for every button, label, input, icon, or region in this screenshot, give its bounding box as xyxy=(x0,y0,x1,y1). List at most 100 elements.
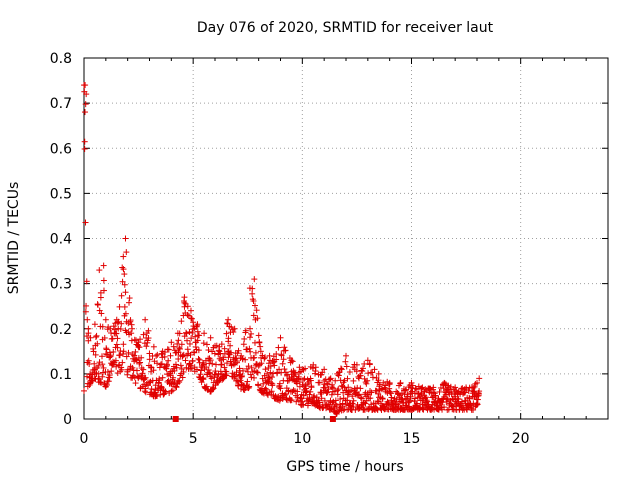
peak-point xyxy=(87,334,94,341)
x-tick-label: 10 xyxy=(293,431,311,447)
data-point xyxy=(114,335,121,342)
data-point xyxy=(345,391,352,398)
data-point xyxy=(319,369,326,376)
data-point xyxy=(120,266,127,273)
data-point xyxy=(114,319,121,326)
data-point xyxy=(316,379,323,386)
data-point xyxy=(427,385,434,392)
data-point xyxy=(223,330,230,337)
data-point xyxy=(376,381,383,388)
data-point xyxy=(423,397,430,404)
data-point xyxy=(301,375,308,382)
peak-point xyxy=(159,348,166,355)
data-point xyxy=(374,398,381,405)
data-point xyxy=(255,382,262,389)
data-point xyxy=(99,353,106,360)
data-point xyxy=(324,388,331,395)
data-point xyxy=(170,374,177,381)
data-point xyxy=(181,299,188,306)
data-point xyxy=(251,302,258,309)
data-point xyxy=(175,349,182,356)
data-point xyxy=(213,361,220,368)
data-point xyxy=(82,219,89,226)
data-point xyxy=(108,368,115,375)
data-point xyxy=(125,328,132,335)
data-point xyxy=(81,138,88,145)
data-point xyxy=(142,389,149,396)
data-point xyxy=(213,342,220,349)
data-point xyxy=(268,374,275,381)
data-point xyxy=(97,379,104,386)
data-point xyxy=(220,356,227,363)
data-point xyxy=(198,367,205,374)
peak-point xyxy=(463,384,470,391)
data-point xyxy=(361,360,368,367)
data-point xyxy=(443,395,450,402)
data-point xyxy=(123,249,130,256)
data-point xyxy=(246,345,253,352)
data-point xyxy=(158,384,165,391)
data-point xyxy=(113,330,120,337)
data-point xyxy=(145,327,152,334)
data-point xyxy=(140,366,147,373)
data-point xyxy=(171,367,178,374)
data-point xyxy=(282,390,289,397)
data-point xyxy=(97,294,104,301)
data-point xyxy=(187,351,194,358)
data-point xyxy=(267,363,274,370)
data-point xyxy=(237,385,244,392)
data-point xyxy=(250,298,257,305)
data-point xyxy=(261,355,268,362)
data-point xyxy=(470,388,477,395)
data-point xyxy=(461,389,468,396)
data-point xyxy=(100,364,107,371)
data-point xyxy=(371,366,378,373)
data-point xyxy=(359,368,366,375)
x-axis-label: GPS time / hours xyxy=(286,459,403,475)
data-point xyxy=(337,396,344,403)
data-point xyxy=(264,390,271,397)
data-point xyxy=(178,341,185,348)
peak-point xyxy=(327,375,334,382)
data-point xyxy=(176,344,183,351)
data-point xyxy=(179,374,186,381)
data-point xyxy=(212,368,219,375)
peak-point xyxy=(122,235,129,242)
data-point xyxy=(223,372,230,379)
data-point xyxy=(398,395,405,402)
peak-point xyxy=(386,379,393,386)
data-point xyxy=(186,328,193,335)
data-point xyxy=(156,375,163,382)
data-point xyxy=(180,351,187,358)
data-point xyxy=(205,366,212,373)
data-point xyxy=(339,400,346,407)
data-point xyxy=(127,317,134,324)
data-point xyxy=(95,362,102,369)
data-point xyxy=(101,334,108,341)
peak-point xyxy=(310,361,317,368)
peak-point xyxy=(187,307,194,314)
peak-point xyxy=(194,321,201,328)
data-point xyxy=(173,384,180,391)
data-point xyxy=(170,343,177,350)
data-point xyxy=(159,374,166,381)
data-point xyxy=(189,329,196,336)
data-point xyxy=(140,331,147,338)
data-point xyxy=(143,381,150,388)
data-point xyxy=(184,337,191,344)
data-point xyxy=(216,355,223,362)
data-point xyxy=(354,384,361,391)
peak-point xyxy=(452,384,459,391)
data-point xyxy=(188,335,195,342)
data-point xyxy=(224,320,231,327)
data-point xyxy=(205,347,212,354)
data-point xyxy=(254,315,261,322)
data-point xyxy=(146,356,153,363)
data-point xyxy=(432,392,439,399)
data-point xyxy=(131,352,138,359)
data-point xyxy=(253,369,260,376)
data-point xyxy=(349,400,356,407)
data-point xyxy=(422,394,429,401)
data-point xyxy=(103,346,110,353)
peak-point xyxy=(174,330,181,337)
